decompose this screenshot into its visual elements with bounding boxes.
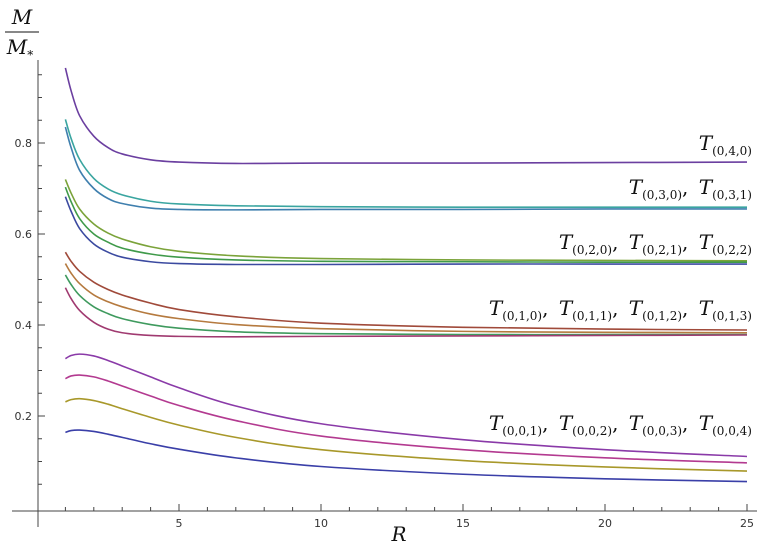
series-group-label-3: T(0,2,0), T(0,2,1), T(0,2,2) [558, 230, 752, 257]
x-tick-label: 25 [740, 517, 754, 530]
series-group-label-5: T(0,0,1), T(0,0,2), T(0,0,3), T(0,0,4) [488, 411, 752, 438]
y-tick-label: 0.2 [15, 410, 33, 423]
series-line-group5-2 [65, 374, 748, 464]
series-group-label-2: T(0,3,0), T(0,3,1) [628, 175, 752, 202]
series-line-group5-1 [64, 353, 748, 458]
y-tick-label: 0.6 [15, 228, 33, 241]
x-axis-title: R [390, 522, 406, 545]
series-line-group4-4 [64, 287, 748, 338]
series-group-label-4: T(0,1,0), T(0,1,1), T(0,1,2), T(0,1,3) [488, 296, 752, 323]
y-tick-label: 0.8 [15, 137, 33, 150]
series-line-group4-2 [64, 263, 748, 334]
y-axis-title-denominator: M* [6, 35, 33, 62]
x-tick-label: 10 [314, 517, 328, 530]
axes: 5 10 15 20 25 0.2 0.4 0.6 0.8 [12, 60, 757, 530]
series-group-label-1: T(0,4,0) [698, 131, 752, 158]
series-line-group1-1 [64, 67, 748, 165]
y-axis-title-numerator: M [11, 5, 33, 29]
series-line-group5-4 [65, 429, 748, 483]
series-line-group3-1 [64, 179, 748, 262]
x-tick-label: 5 [176, 517, 183, 530]
x-tick-label: 15 [456, 517, 470, 530]
series-line-group4-3 [64, 274, 747, 336]
series-line-group2-2 [64, 126, 748, 211]
series-line-group2-1 [64, 119, 747, 208]
series-line-group5-3 [65, 397, 748, 472]
series-line-group4-1 [64, 251, 748, 331]
series-line-group3-2 [64, 186, 748, 264]
series-line-group3-3 [64, 196, 747, 266]
x-tick-label: 20 [598, 517, 612, 530]
axis-titles: R M M* [5, 5, 407, 545]
series-lines [64, 67, 748, 483]
y-tick-label: 0.4 [15, 319, 33, 332]
